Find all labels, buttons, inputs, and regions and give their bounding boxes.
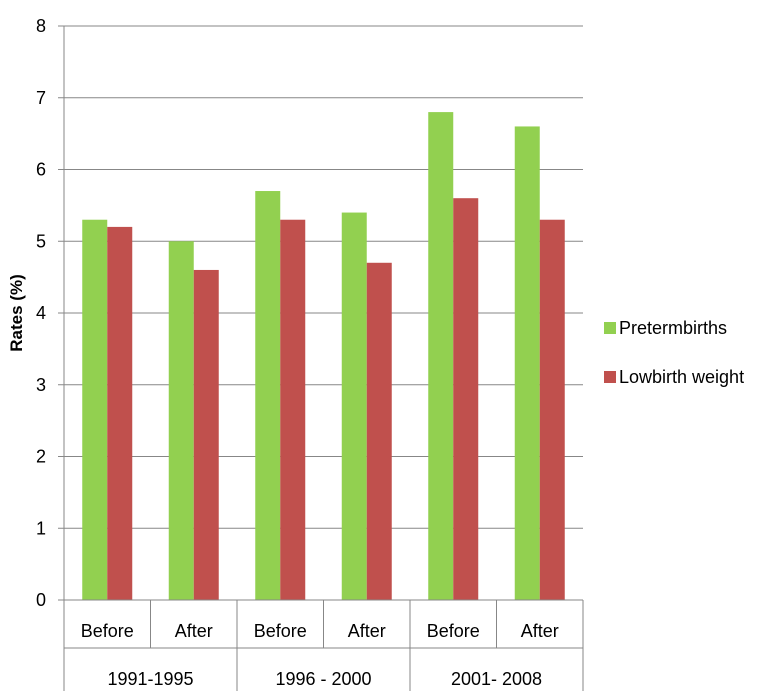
bar-pretermbirths (82, 219, 108, 600)
bars (82, 112, 565, 601)
bar-pretermbirths (168, 241, 194, 600)
x-category-label: Before (427, 621, 480, 641)
y-tick-label: 5 (36, 231, 46, 251)
axes (58, 25, 584, 691)
y-tick-label: 6 (36, 160, 46, 180)
gridlines (64, 25, 583, 529)
x-category-label: After (348, 621, 386, 641)
y-tick-label: 8 (36, 16, 46, 36)
x-group-label: 1996 - 2000 (275, 669, 371, 689)
y-axis-title: Rates (%) (7, 274, 26, 351)
x-category-label: After (521, 621, 559, 641)
bar-lowbirth-weight (280, 219, 306, 600)
y-tick-label: 4 (36, 303, 46, 323)
bar-pretermbirths (428, 112, 454, 600)
x-category-label: Before (254, 621, 307, 641)
y-tick-label: 7 (36, 88, 46, 108)
x-group-label: 1991-1995 (107, 669, 193, 689)
x-category-labels: Before After Before After Before After 1991-19… (81, 621, 559, 689)
y-tick-label: 0 (36, 590, 46, 610)
bar-pretermbirths (255, 191, 281, 600)
legend: Pretermbirths Lowbirth weight (604, 318, 744, 387)
bar-pretermbirths (514, 126, 540, 600)
legend-swatch (604, 371, 616, 383)
legend-label: Lowbirth weight (619, 367, 744, 387)
legend-label: Pretermbirths (619, 318, 727, 338)
bar-pretermbirths (341, 212, 367, 601)
bar-lowbirth-weight (366, 262, 392, 600)
y-tick-label: 1 (36, 518, 46, 538)
bar-lowbirth-weight (453, 198, 479, 600)
bar-lowbirth-weight (539, 219, 565, 600)
y-tick-labels: 0 1 2 3 4 5 6 7 8 (36, 16, 46, 610)
bar-lowbirth-weight (193, 269, 219, 600)
x-category-label: Before (81, 621, 134, 641)
x-group-label: 2001- 2008 (451, 669, 542, 689)
legend-swatch (604, 322, 616, 334)
y-tick-label: 2 (36, 447, 46, 467)
y-tick-label: 3 (36, 375, 46, 395)
x-category-label: After (175, 621, 213, 641)
bar-lowbirth-weight (107, 226, 133, 600)
